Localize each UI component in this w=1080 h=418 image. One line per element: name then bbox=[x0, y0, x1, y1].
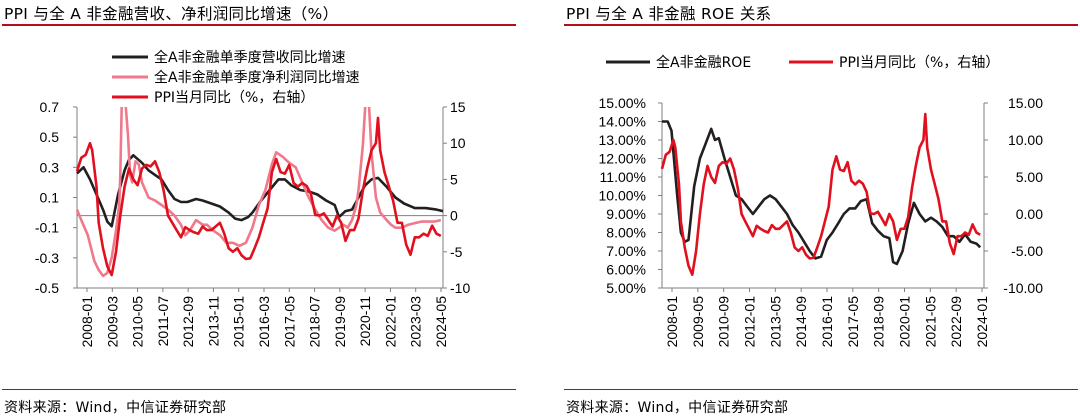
left-y-right-tick-label: -10 bbox=[450, 280, 470, 296]
right-legend-label-0: 全A非金融ROE bbox=[656, 54, 751, 71]
left-chart: 0.7 0.5 0.3 0.1 -0.1 -0.3 -0.5 15 10 5 0 -5 -10 2008-… bbox=[35, 49, 471, 347]
left-legend-label-2: PPI当月同比（%，右轴） bbox=[154, 90, 314, 106]
left-x-tick-label: 2013-11 bbox=[205, 296, 221, 347]
left-x-tick-label: 2017-05 bbox=[281, 296, 297, 348]
right-y-right-tick-label: -5.00 bbox=[1011, 243, 1043, 259]
right-y-left-tick-label: 6.00% bbox=[606, 262, 646, 278]
right-y-left-tick-label: 10.00% bbox=[599, 188, 646, 204]
left-x-tick-label: 2011-07 bbox=[155, 296, 171, 347]
left-x-tick-label: 2015-01 bbox=[231, 296, 247, 348]
left-x-tick-label: 2020-11 bbox=[357, 296, 373, 347]
left-series-line-1 bbox=[75, 107, 442, 278]
right-x-tick-label: 2021-05 bbox=[922, 296, 938, 348]
left-y-right-tick-label: 0 bbox=[450, 208, 458, 224]
left-y-left-tick-label: -0.3 bbox=[35, 250, 59, 266]
left-y-left-tick-label: 0.5 bbox=[40, 129, 60, 145]
left-x-tick-label: 2022-01 bbox=[382, 296, 398, 348]
right-x-tick-label: 2017-05 bbox=[845, 296, 861, 348]
left-y-right-tick-label: -5 bbox=[450, 244, 463, 260]
right-title-rule bbox=[564, 24, 1078, 26]
right-x-tick-label: 2009-05 bbox=[690, 296, 706, 348]
left-chart-title: PPI 与全 A 非金融营收、净利润同比增速（%） bbox=[4, 5, 339, 23]
right-x-tick-label: 2016-01 bbox=[819, 296, 835, 348]
left-y-left-tick-label: 0.7 bbox=[40, 99, 60, 115]
right-y-left-tick-label: 9.00% bbox=[606, 206, 646, 222]
right-x-tick-label: 2020-01 bbox=[897, 296, 913, 348]
left-x-tick-label: 2008-01 bbox=[79, 296, 95, 348]
left-x-tick-label: 2019-09 bbox=[332, 296, 348, 348]
left-title-rule bbox=[2, 24, 516, 26]
right-series-line-0 bbox=[662, 120, 982, 266]
right-x-tick-label: 2018-09 bbox=[871, 296, 887, 348]
left-y-left-tick-label: -0.5 bbox=[35, 280, 59, 296]
left-series-line-2 bbox=[75, 116, 442, 277]
right-y-left-tick-label: 14.00% bbox=[599, 114, 646, 130]
left-x-tick-label: 2023-03 bbox=[408, 296, 424, 348]
right-x-tick-label: 2008-01 bbox=[664, 296, 680, 348]
left-legend-label-0: 全A非金融单季度营收同比增速 bbox=[154, 49, 346, 66]
right-y-left-tick-label: 8.00% bbox=[606, 225, 646, 241]
left-y-left-tick-label: 0.1 bbox=[40, 190, 60, 206]
right-x-tick-label: 2022-09 bbox=[948, 296, 964, 348]
left-x-tick-label: 2024-05 bbox=[433, 296, 449, 348]
left-x-tick-label: 2016-03 bbox=[256, 296, 272, 348]
left-y-right-tick-label: 10 bbox=[450, 135, 466, 151]
right-y-right-tick-label: 10.00 bbox=[1008, 132, 1043, 148]
left-x-tick-label: 2012-09 bbox=[180, 296, 196, 348]
left-y-right-tick-label: 5 bbox=[450, 171, 458, 187]
left-y-right-tick-label: 15 bbox=[450, 99, 466, 115]
right-legend-label-1: PPI当月同比（%，右轴） bbox=[839, 55, 999, 71]
left-source-note: 资料来源：Wind，中信证券研究部 bbox=[4, 400, 227, 416]
right-y-right-tick-label: -10.00 bbox=[1003, 280, 1043, 296]
right-source-note: 资料来源：Wind，中信证券研究部 bbox=[566, 400, 789, 416]
right-chart: 15.00% 14.00% 13.00% 12.00% 11.00% 10.00% 9.00… bbox=[599, 54, 1044, 347]
right-series-line-1 bbox=[660, 112, 981, 276]
left-x-tick-label: 2018-07 bbox=[307, 296, 323, 348]
left-source-rule bbox=[2, 389, 516, 390]
left-x-tick-label: 2009-03 bbox=[104, 296, 120, 348]
right-y-left-tick-label: 13.00% bbox=[599, 132, 646, 148]
right-y-left-tick-label: 7.00% bbox=[606, 243, 646, 259]
right-y-right-tick-label: 5.00 bbox=[1016, 169, 1043, 185]
right-chart-title: PPI 与全 A 非金融 ROE 关系 bbox=[566, 5, 772, 23]
right-x-tick-label: 2024-01 bbox=[974, 296, 990, 348]
left-series-group bbox=[75, 107, 444, 278]
left-x-tick-label: 2010-05 bbox=[130, 296, 146, 348]
right-y-left-tick-label: 12.00% bbox=[599, 151, 646, 167]
right-y-left-tick-label: 15.00% bbox=[599, 95, 646, 111]
right-y-right-tick-label: 15.00 bbox=[1008, 95, 1043, 111]
right-x-tick-label: 2012-01 bbox=[742, 296, 758, 348]
right-x-tick-label: 2013-05 bbox=[767, 296, 783, 348]
left-y-left-tick-label: 0.3 bbox=[40, 159, 60, 175]
left-y-left-tick-label: -0.1 bbox=[35, 220, 59, 236]
right-x-tick-label: 2014-09 bbox=[793, 296, 809, 348]
right-x-tick-label: 2010-09 bbox=[716, 296, 732, 348]
right-source-rule bbox=[564, 389, 1078, 390]
right-series-group bbox=[660, 112, 982, 276]
left-legend-label-1: 全A非金融单季度净利润同比增速 bbox=[154, 69, 360, 86]
right-y-left-tick-label: 11.00% bbox=[600, 169, 646, 185]
right-y-right-tick-label: 0.00 bbox=[1016, 206, 1043, 222]
right-y-left-tick-label: 5.00% bbox=[606, 280, 646, 296]
left-series-line-0 bbox=[76, 154, 444, 228]
